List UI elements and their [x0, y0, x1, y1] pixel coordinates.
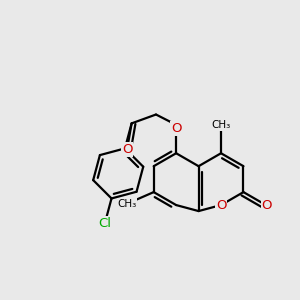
Text: CH₃: CH₃	[118, 199, 137, 209]
Text: O: O	[122, 143, 132, 156]
Text: O: O	[261, 199, 272, 212]
Text: O: O	[216, 199, 226, 212]
Text: O: O	[171, 122, 181, 135]
Text: Cl: Cl	[98, 217, 111, 230]
Text: CH₃: CH₃	[212, 120, 231, 130]
